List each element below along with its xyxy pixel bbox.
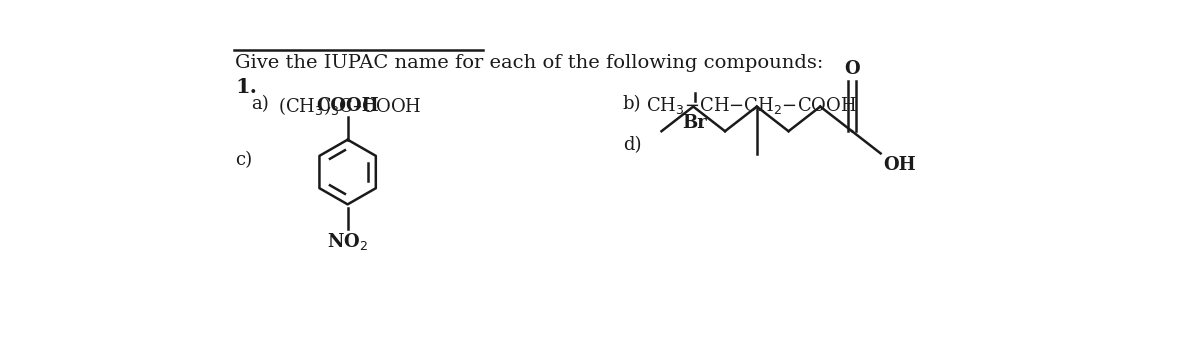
Text: COOH: COOH bbox=[317, 97, 379, 115]
Text: (CH$_3$)$_3$C–COOH: (CH$_3$)$_3$C–COOH bbox=[278, 95, 421, 117]
Text: d): d) bbox=[623, 136, 641, 154]
Text: NO$_2$: NO$_2$ bbox=[328, 231, 368, 252]
Text: OH: OH bbox=[883, 156, 917, 174]
Text: Give the IUPAC name for each of the following compounds:: Give the IUPAC name for each of the foll… bbox=[235, 54, 823, 72]
Text: b): b) bbox=[623, 95, 641, 113]
Text: O: O bbox=[845, 60, 860, 78]
Text: a): a) bbox=[251, 95, 269, 113]
Text: 1.: 1. bbox=[235, 77, 257, 97]
Text: CH$_3$−CH−CH$_2$−COOH: CH$_3$−CH−CH$_2$−COOH bbox=[646, 95, 857, 116]
Text: c): c) bbox=[235, 151, 252, 169]
Text: Br: Br bbox=[683, 114, 707, 132]
